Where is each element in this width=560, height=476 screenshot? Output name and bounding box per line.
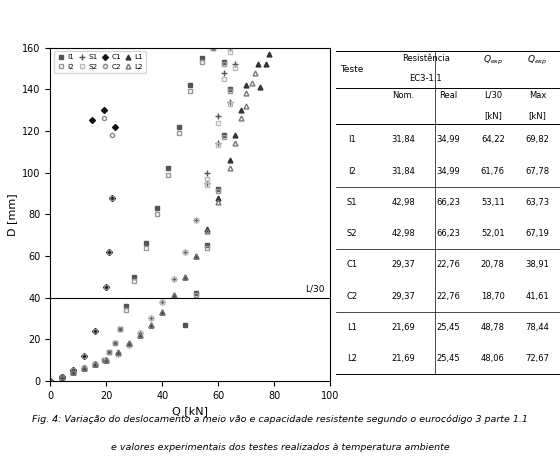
Text: Max: Max [529, 91, 547, 100]
Text: 63,73: 63,73 [525, 198, 550, 207]
Text: 69,82: 69,82 [526, 135, 549, 144]
Text: Fig. 4: Variação do deslocamento a meio vão e capacidade resistente segundo o eu: Fig. 4: Variação do deslocamento a meio … [32, 414, 528, 424]
Text: 67,78: 67,78 [525, 167, 550, 176]
Legend: I1, I2, S1, S2, C1, C2, L1, L2: I1, I2, S1, S2, C1, C2, L1, L2 [54, 51, 146, 73]
Text: 25,45: 25,45 [436, 354, 460, 363]
Text: 67,19: 67,19 [526, 229, 549, 238]
Text: 18,70: 18,70 [481, 291, 505, 300]
Text: S1: S1 [347, 198, 357, 207]
Text: L/30: L/30 [484, 91, 502, 100]
Text: 20,78: 20,78 [481, 260, 505, 269]
Text: 61,76: 61,76 [481, 167, 505, 176]
Text: $Q_{exp}$: $Q_{exp}$ [528, 54, 548, 68]
Text: 53,11: 53,11 [481, 198, 505, 207]
Text: I1: I1 [348, 135, 356, 144]
Y-axis label: D [mm]: D [mm] [7, 193, 17, 236]
Text: 66,23: 66,23 [436, 229, 460, 238]
Text: 78,44: 78,44 [526, 323, 549, 332]
Text: S2: S2 [347, 229, 357, 238]
Text: 64,22: 64,22 [481, 135, 505, 144]
Text: L2: L2 [347, 354, 357, 363]
Text: 34,99: 34,99 [436, 167, 460, 176]
Text: 34,99: 34,99 [436, 135, 460, 144]
Text: Real: Real [439, 91, 457, 100]
Text: Nom.: Nom. [392, 91, 414, 100]
Text: 25,45: 25,45 [436, 323, 460, 332]
Text: 31,84: 31,84 [391, 167, 415, 176]
Text: [kN]: [kN] [529, 111, 547, 120]
Text: 21,69: 21,69 [391, 354, 415, 363]
Text: 31,84: 31,84 [391, 135, 415, 144]
Text: e valores experimentais dos testes realizados à temperatura ambiente: e valores experimentais dos testes reali… [111, 443, 449, 452]
Text: 22,76: 22,76 [436, 291, 460, 300]
Text: 29,37: 29,37 [391, 260, 415, 269]
Text: 42,98: 42,98 [391, 198, 415, 207]
Text: 22,76: 22,76 [436, 260, 460, 269]
Text: C1: C1 [346, 260, 357, 269]
Text: Teste: Teste [340, 65, 363, 74]
Text: 72,67: 72,67 [526, 354, 549, 363]
Text: 41,61: 41,61 [526, 291, 549, 300]
Text: [kN]: [kN] [484, 111, 502, 120]
Text: Resistência: Resistência [402, 54, 450, 63]
Text: 48,78: 48,78 [481, 323, 505, 332]
Text: EC3-1.1: EC3-1.1 [409, 74, 442, 83]
Text: 29,37: 29,37 [391, 291, 415, 300]
Text: 42,98: 42,98 [391, 229, 415, 238]
Text: I2: I2 [348, 167, 356, 176]
X-axis label: Q [kN]: Q [kN] [172, 406, 208, 416]
Text: L1: L1 [347, 323, 357, 332]
Text: 21,69: 21,69 [391, 323, 415, 332]
Text: $Q_{exp}$: $Q_{exp}$ [483, 54, 503, 68]
Text: C2: C2 [346, 291, 357, 300]
Text: 38,91: 38,91 [526, 260, 549, 269]
Text: L/30: L/30 [305, 284, 325, 293]
Text: 52,01: 52,01 [481, 229, 505, 238]
Text: 66,23: 66,23 [436, 198, 460, 207]
Text: 48,06: 48,06 [481, 354, 505, 363]
